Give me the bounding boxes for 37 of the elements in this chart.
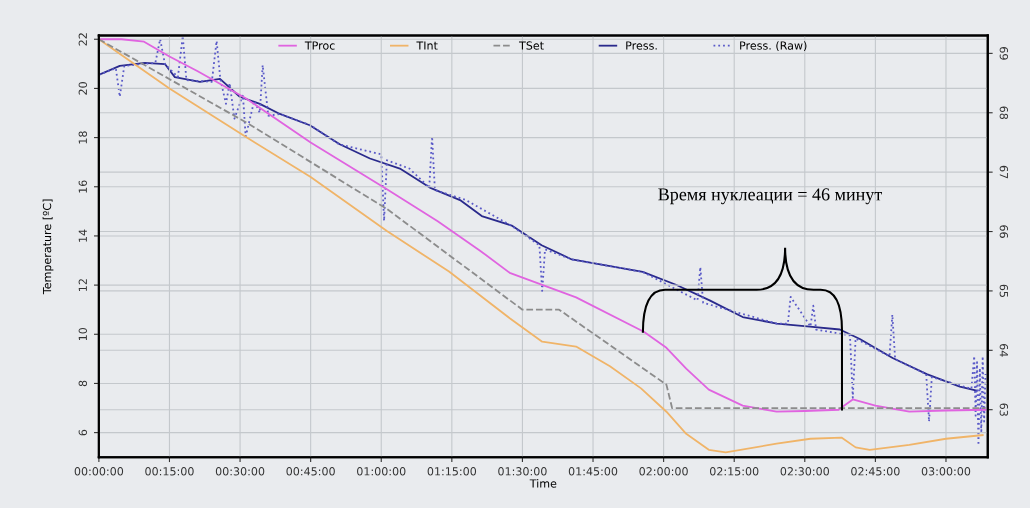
- annotation: Время нуклеации = 46 минут: [658, 188, 882, 205]
- x-tick-label: 00:30:00: [215, 467, 265, 476]
- y-tick-label: 14: [78, 229, 87, 242]
- legend-label: TProc: [304, 41, 335, 50]
- y-tick-label: 6: [78, 429, 88, 436]
- y2-tick-label: 68: [999, 106, 1009, 120]
- y2-tick-label: 67: [999, 165, 1009, 179]
- x-tick-label: 00:15:00: [145, 467, 194, 476]
- y-tick-label: 16: [78, 180, 88, 193]
- x-tick-label: 01:00:00: [357, 467, 406, 476]
- x-tick-label: 02:15:00: [709, 467, 759, 476]
- legend-label: TInt: [416, 41, 438, 50]
- y-tick-label: 18: [78, 131, 88, 144]
- x-tick-label: 00:00:00: [74, 467, 124, 476]
- y-tick-label: 8: [78, 380, 88, 387]
- y-tick-label: 20: [78, 82, 88, 95]
- x-axis-title: Time: [529, 479, 557, 488]
- y2-tick-label: 66: [999, 225, 1009, 238]
- legend-label: TSet: [518, 41, 544, 50]
- legend-label: Press.: [626, 41, 657, 50]
- x-tick-label: 02:00:00: [639, 467, 688, 476]
- y-tick-label: 12: [78, 279, 87, 291]
- y2-tick-label: 64: [999, 344, 1009, 357]
- x-tick-label: 02:45:00: [851, 467, 900, 476]
- y2-tick-label: 65: [999, 284, 1009, 298]
- x-tick-label: 02:30:00: [780, 467, 830, 476]
- y-tick-label: 10: [78, 327, 88, 341]
- x-tick-label: 01:15:00: [427, 467, 477, 476]
- x-tick-label: 01:45:00: [568, 467, 618, 476]
- x-tick-label: 03:00:00: [921, 467, 971, 476]
- x-tick-label: 01:30:00: [498, 467, 547, 476]
- y2-tick-label: 63: [999, 403, 1009, 416]
- y-tick-label: 22: [78, 33, 87, 46]
- y2-tick-label: 69: [999, 47, 1009, 60]
- y-axis-title: Temperature [ºC]: [42, 199, 54, 295]
- x-tick-label: 00:45:00: [286, 467, 335, 476]
- legend-label: Press. (Raw): [740, 41, 807, 52]
